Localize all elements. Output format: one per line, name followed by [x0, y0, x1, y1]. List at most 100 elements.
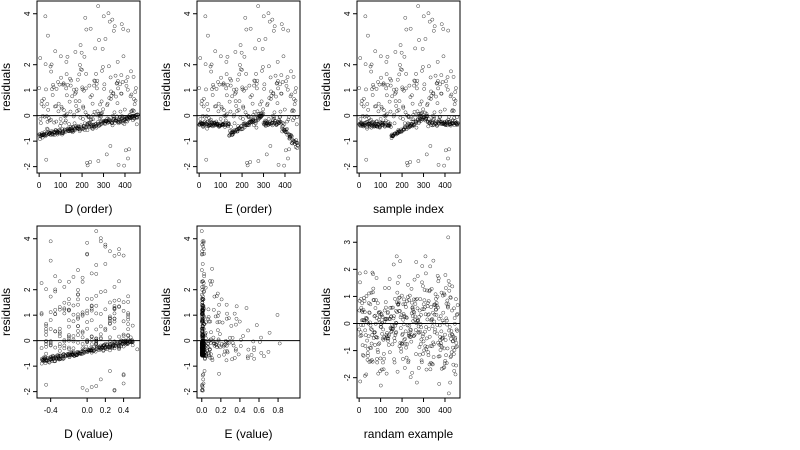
data-point — [438, 109, 443, 114]
data-point — [213, 342, 218, 346]
data-point — [455, 115, 459, 120]
data-point — [286, 115, 291, 119]
data-point — [436, 79, 440, 83]
data-point — [418, 297, 423, 301]
data-point — [84, 86, 88, 91]
data-point — [44, 87, 48, 92]
data-point — [375, 357, 379, 361]
data-point — [415, 86, 419, 91]
data-point — [400, 331, 405, 336]
data-point — [108, 144, 113, 148]
data-point — [454, 363, 458, 368]
data-point — [394, 330, 399, 335]
data-point — [358, 379, 363, 384]
x-axis-title: E (order) — [225, 202, 272, 216]
data-point — [48, 339, 53, 344]
data-point — [291, 75, 296, 79]
data-point — [134, 122, 139, 127]
data-point — [51, 82, 55, 87]
data-point — [209, 330, 213, 335]
data-point — [98, 324, 103, 329]
data-point — [289, 133, 294, 138]
data-point — [360, 353, 365, 357]
data-point — [53, 307, 58, 312]
x-axis-title: E (value) — [224, 427, 272, 441]
x-tick-label: 200 — [395, 406, 409, 415]
y-tick-label: 1 — [183, 312, 192, 317]
data-point — [82, 54, 87, 59]
data-point — [388, 317, 392, 322]
data-point — [358, 56, 363, 60]
data-point — [46, 116, 51, 120]
y-tick-label: 2 — [343, 267, 352, 272]
data-point — [414, 72, 418, 76]
data-point — [89, 334, 94, 339]
data-point — [53, 312, 58, 316]
data-point — [275, 101, 280, 106]
data-point — [393, 50, 398, 54]
data-point — [121, 27, 126, 31]
data-point — [414, 260, 419, 264]
y-tick-label: 4 — [183, 11, 192, 16]
data-point — [123, 119, 128, 124]
data-point — [133, 90, 138, 94]
data-point — [48, 239, 53, 244]
data-point — [392, 314, 396, 319]
data-point — [415, 78, 420, 83]
data-point — [65, 111, 69, 116]
data-point — [246, 115, 251, 120]
data-point — [85, 320, 89, 324]
data-point — [385, 54, 390, 59]
data-point — [419, 360, 424, 365]
data-point — [208, 279, 213, 283]
data-point — [240, 85, 245, 90]
data-point — [112, 339, 117, 344]
data-point — [284, 84, 289, 88]
data-point — [76, 124, 81, 129]
data-point — [441, 27, 446, 31]
data-point — [108, 314, 112, 319]
data-point — [279, 22, 284, 27]
data-point — [400, 67, 404, 72]
y-tick-label: -1 — [23, 362, 32, 370]
data-point — [369, 290, 374, 295]
x-tick-label: 0.0 — [82, 406, 94, 415]
data-point — [84, 27, 89, 32]
data-point — [367, 291, 371, 296]
data-point — [411, 113, 416, 118]
data-point — [112, 285, 117, 289]
data-point — [441, 320, 446, 325]
data-point — [72, 87, 76, 92]
data-point — [211, 341, 216, 346]
data-point — [402, 54, 407, 59]
x-tick-label: 300 — [417, 181, 431, 190]
data-point — [237, 99, 242, 103]
data-point — [94, 384, 99, 388]
data-point — [115, 60, 120, 64]
data-point — [432, 114, 437, 119]
data-point — [57, 279, 62, 284]
data-point — [373, 49, 378, 54]
data-point — [80, 67, 84, 72]
data-point — [243, 15, 248, 20]
data-point — [378, 383, 383, 388]
data-point — [94, 293, 99, 298]
data-point — [236, 108, 241, 112]
data-point — [401, 104, 405, 109]
data-point — [403, 15, 408, 20]
data-point — [416, 159, 421, 163]
data-point — [421, 284, 425, 288]
data-point — [279, 91, 284, 96]
data-point — [408, 160, 413, 164]
data-point — [219, 75, 223, 80]
data-point — [392, 339, 397, 343]
data-point — [63, 128, 67, 133]
y-tick-label: -1 — [343, 346, 352, 354]
data-point — [48, 318, 53, 322]
data-point — [232, 112, 236, 117]
data-point — [89, 318, 94, 323]
data-point — [200, 298, 205, 302]
data-point — [362, 114, 367, 119]
data-point — [431, 340, 436, 345]
data-point — [206, 315, 211, 319]
